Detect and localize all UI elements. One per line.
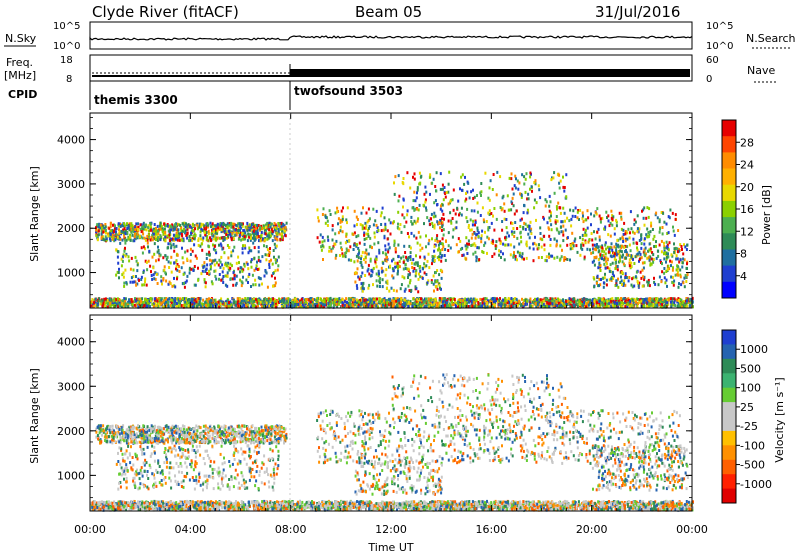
velocity-ytick-label: 4000 xyxy=(57,336,85,349)
freq-unit-label: [MHz] xyxy=(4,69,36,82)
velocity-colorbar-swatch xyxy=(722,430,736,446)
cpid-segment-twofsound: twofsound 3503 xyxy=(294,84,403,98)
velocity-colorbar-tick: -500 xyxy=(740,459,765,472)
power-colorbar-swatch xyxy=(722,184,736,202)
power-panel: 1000 2000 3000 4000 Slant Range [km] xyxy=(28,112,694,309)
velocity-colorbar-swatch xyxy=(722,416,736,432)
nave-tick-top: 60 xyxy=(706,55,719,66)
freq-tick-top: 18 xyxy=(60,55,73,66)
power-colorbar-tick: 4 xyxy=(740,270,747,283)
velocity-colorbar-tick: -25 xyxy=(740,420,758,433)
freq-panel: Freq. [MHz] 18 8 60 0 Nave xyxy=(4,54,778,85)
velocity-colorbar-tick: 100 xyxy=(740,382,761,395)
velocity-colorbar-swatch xyxy=(722,373,736,389)
freq-label: Freq. xyxy=(6,56,33,69)
cpid-label: CPID xyxy=(8,88,37,101)
power-colorbar-swatch xyxy=(722,249,736,267)
power-colorbar-tick: 16 xyxy=(740,203,754,216)
power-colorbar-tick: 24 xyxy=(740,159,754,172)
cpid-segment-themis: themis 3300 xyxy=(94,93,178,107)
velocity-colorbar-swatch xyxy=(722,344,736,360)
x-tick-label: 00:00 xyxy=(74,523,106,536)
velocity-colorbar-swatch xyxy=(722,488,736,504)
velocity-colorbar-label: Velocity [m s⁻¹] xyxy=(773,377,786,462)
power-colorbar-swatch xyxy=(722,136,736,153)
velocity-colorbar-swatch xyxy=(722,445,736,461)
velocity-colorbar: 1000 500 100 25 -25 -100 -500 -1000 xyxy=(721,329,772,504)
power-colorbar: 28 24 20 16 12 8 4 xyxy=(721,119,754,299)
power-colorbar-tick: 8 xyxy=(740,248,747,261)
x-tick-label: 00:00 xyxy=(676,523,708,536)
sky-ytick-bottom: 10^0 xyxy=(53,41,80,52)
power-ytick-label: 3000 xyxy=(57,178,85,191)
power-colorbar-swatch xyxy=(722,265,736,283)
x-tick-label: 04:00 xyxy=(174,523,206,536)
power-ylabel: Slant Range [km] xyxy=(28,166,41,262)
velocity-colorbar-tick: 25 xyxy=(740,401,754,414)
x-axis: 00:00 04:00 08:00 12:00 16:00 20:00 00:00 xyxy=(74,113,708,536)
nave-label: Nave xyxy=(747,64,775,77)
velocity-ytick-label: 3000 xyxy=(57,380,85,393)
power-colorbar-tick: 20 xyxy=(740,181,754,194)
power-ytick-label: 4000 xyxy=(57,134,85,147)
velocity-data xyxy=(90,373,694,512)
search-ytick-top: 10^5 xyxy=(706,21,733,32)
freq-tick-bottom: 8 xyxy=(66,74,72,85)
sky-panel: N.Sky 10^5 10^0 10^5 10^0 N.Search xyxy=(4,21,796,52)
power-colorbar-swatch xyxy=(722,233,736,250)
beam-title: Beam 05 xyxy=(355,3,422,21)
sky-label: N.Sky xyxy=(5,32,37,45)
sky-ytick-top: 10^5 xyxy=(53,21,80,32)
power-colorbar-tick: 28 xyxy=(740,136,754,149)
power-colorbar-tick: 12 xyxy=(740,225,754,238)
power-colorbar-swatch xyxy=(722,281,736,299)
power-data xyxy=(90,170,694,309)
velocity-colorbar-tick: -1000 xyxy=(740,478,772,491)
x-tick-label: 20:00 xyxy=(576,523,608,536)
velocity-ytick-label: 1000 xyxy=(57,469,85,482)
velocity-colorbar-tick: -100 xyxy=(740,439,765,452)
velocity-colorbar-swatch xyxy=(722,387,736,403)
power-colorbar-swatch xyxy=(722,200,736,218)
velocity-ytick-label: 2000 xyxy=(57,425,85,438)
velocity-panel: 1000 2000 3000 4000 Slant Range [km] xyxy=(28,314,694,512)
x-tick-label: 08:00 xyxy=(275,523,307,536)
station-title: Clyde River (fitACF) xyxy=(92,3,239,21)
search-ytick-bottom: 10^0 xyxy=(706,41,733,52)
velocity-colorbar-swatch xyxy=(722,474,736,490)
velocity-colorbar-swatch xyxy=(722,402,736,417)
power-colorbar-swatch xyxy=(722,152,736,170)
power-colorbar-swatch xyxy=(722,120,736,137)
date-title: 31/Jul/2016 xyxy=(595,3,680,21)
x-axis-label: Time UT xyxy=(367,541,413,554)
power-colorbar-label: Power [dB] xyxy=(760,185,773,245)
sky-trace xyxy=(89,35,693,41)
velocity-colorbar-tick: 1000 xyxy=(740,343,768,356)
power-colorbar-swatch xyxy=(722,168,736,186)
power-ytick-label: 2000 xyxy=(57,222,85,235)
nave-tick-bottom: 0 xyxy=(706,74,712,85)
velocity-colorbar-swatch xyxy=(722,358,736,374)
power-ytick-label: 1000 xyxy=(57,267,85,280)
velocity-colorbar-tick: 500 xyxy=(740,362,761,375)
velocity-ylabel: Slant Range [km] xyxy=(28,368,41,464)
velocity-colorbar-swatch xyxy=(722,459,736,475)
velocity-colorbar-swatch xyxy=(722,330,736,345)
x-tick-label: 12:00 xyxy=(375,523,407,536)
power-colorbar-swatch xyxy=(722,217,736,234)
x-tick-label: 16:00 xyxy=(475,523,507,536)
search-label: N.Search xyxy=(746,32,796,45)
